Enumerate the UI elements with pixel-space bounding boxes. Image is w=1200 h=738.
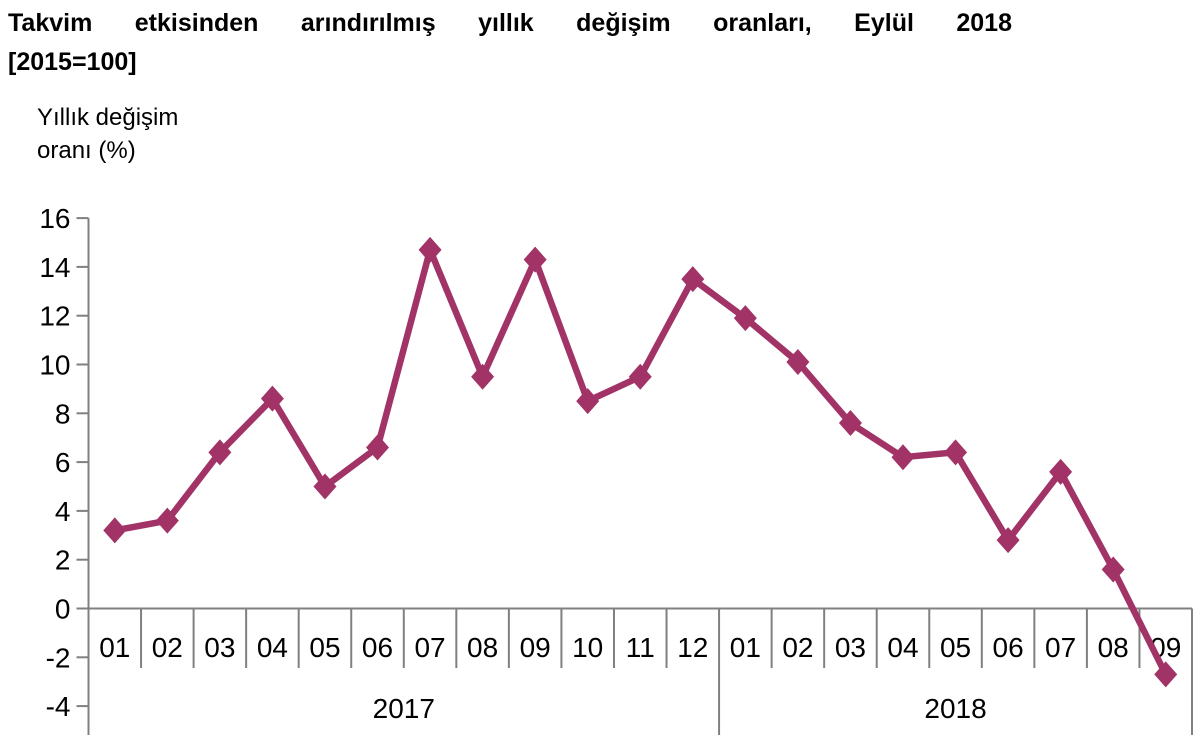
month-label: 12 [677, 632, 708, 663]
chart-title-line1: Takvim etkisinden arındırılmış yıllık de… [8, 9, 1012, 37]
month-label: 02 [152, 632, 183, 663]
y-tick-label: 8 [55, 398, 71, 429]
month-label: 11 [626, 632, 655, 663]
y-axis-title-line2: oranı (%) [37, 137, 136, 164]
y-tick-label: -4 [46, 691, 71, 722]
y-tick-label: 4 [55, 496, 71, 527]
month-label: 02 [782, 632, 813, 663]
data-point-marker [576, 388, 600, 415]
data-point-marker [628, 363, 652, 390]
y-tick-label: 6 [55, 447, 71, 478]
data-point-marker [418, 236, 442, 263]
data-point-marker [260, 385, 284, 412]
data-point-marker [1049, 458, 1073, 485]
month-label: 08 [467, 632, 498, 663]
y-tick-label: 0 [55, 594, 71, 625]
data-point-marker [471, 363, 495, 390]
data-point-marker [103, 517, 127, 544]
month-label: 01 [99, 632, 130, 663]
month-label: 04 [887, 632, 918, 663]
data-point-marker [155, 507, 179, 534]
month-label: 05 [940, 632, 971, 663]
data-point-marker [733, 305, 757, 332]
y-tick-label: 14 [39, 252, 70, 283]
y-tick-label: -2 [46, 642, 71, 673]
data-point-marker [1101, 556, 1125, 583]
data-point-marker [1154, 661, 1178, 688]
month-label: 07 [1045, 632, 1076, 663]
data-point-marker [786, 349, 810, 376]
month-label: 03 [204, 632, 235, 663]
year-label: 2018 [924, 693, 986, 724]
chart-title-line2: [2015=100] [8, 48, 137, 76]
data-point-marker [681, 266, 705, 293]
data-point-marker [523, 246, 547, 273]
month-label: 08 [1098, 632, 1129, 663]
y-tick-label: 16 [39, 203, 70, 234]
year-label: 2017 [373, 693, 435, 724]
month-label: 03 [835, 632, 866, 663]
month-label: 01 [730, 632, 761, 663]
data-line [111, 239, 1169, 678]
data-point-marker [944, 439, 968, 466]
chart-title: Takvim etkisinden arındırılmış yıllık de… [8, 4, 1012, 82]
month-label: 09 [520, 632, 551, 663]
month-label: 04 [257, 632, 288, 663]
data-point-marker [208, 439, 232, 466]
data-point-marker [313, 473, 337, 500]
y-axis-title: Yıllık değişim oranı (%) [37, 101, 178, 167]
month-label: 10 [572, 632, 603, 663]
month-label: 05 [309, 632, 340, 663]
y-tick-label: 12 [39, 301, 70, 332]
y-tick-label: 10 [39, 350, 70, 381]
y-axis-title-line1: Yıllık değişim [37, 104, 179, 131]
data-point-marker [996, 527, 1020, 554]
month-label: 06 [993, 632, 1024, 663]
y-tick-label: 2 [55, 545, 71, 576]
data-point-marker [366, 434, 390, 461]
month-label: 07 [414, 632, 445, 663]
month-label: 06 [362, 632, 393, 663]
data-point-marker [838, 410, 862, 437]
data-point-marker [891, 444, 915, 471]
